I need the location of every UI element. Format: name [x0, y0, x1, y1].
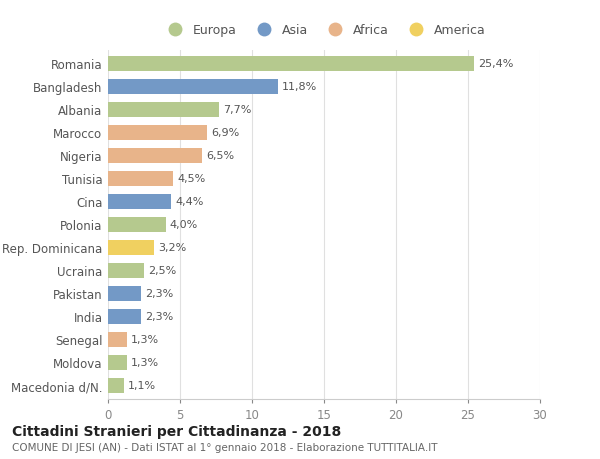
Text: 25,4%: 25,4%	[478, 59, 514, 69]
Text: 6,5%: 6,5%	[206, 151, 234, 161]
Text: 11,8%: 11,8%	[282, 82, 317, 92]
Text: 1,3%: 1,3%	[131, 335, 159, 345]
Bar	[108, 332, 127, 347]
Text: 4,4%: 4,4%	[176, 197, 204, 207]
Text: 7,7%: 7,7%	[223, 105, 251, 115]
Bar	[108, 149, 202, 163]
Bar	[108, 263, 144, 278]
Bar	[108, 126, 208, 140]
Text: COMUNE DI JESI (AN) - Dati ISTAT al 1° gennaio 2018 - Elaborazione TUTTITALIA.IT: COMUNE DI JESI (AN) - Dati ISTAT al 1° g…	[12, 442, 437, 452]
Legend: Europa, Asia, Africa, America: Europa, Asia, Africa, America	[163, 24, 485, 37]
Text: 2,3%: 2,3%	[145, 289, 173, 299]
Text: 2,3%: 2,3%	[145, 312, 173, 322]
Text: 6,9%: 6,9%	[212, 128, 240, 138]
Bar	[108, 241, 154, 255]
Bar	[108, 103, 219, 118]
Text: 1,1%: 1,1%	[128, 381, 156, 391]
Text: 4,0%: 4,0%	[170, 220, 198, 230]
Bar	[108, 80, 278, 95]
Bar	[108, 355, 127, 370]
Text: 3,2%: 3,2%	[158, 243, 187, 253]
Bar	[108, 286, 141, 301]
Bar	[108, 218, 166, 232]
Text: 2,5%: 2,5%	[148, 266, 176, 276]
Text: Cittadini Stranieri per Cittadinanza - 2018: Cittadini Stranieri per Cittadinanza - 2…	[12, 425, 341, 438]
Bar	[108, 378, 124, 393]
Bar	[108, 195, 172, 209]
Bar	[108, 172, 173, 186]
Text: 4,5%: 4,5%	[177, 174, 205, 184]
Bar	[108, 309, 141, 324]
Bar	[108, 57, 474, 72]
Text: 1,3%: 1,3%	[131, 358, 159, 368]
